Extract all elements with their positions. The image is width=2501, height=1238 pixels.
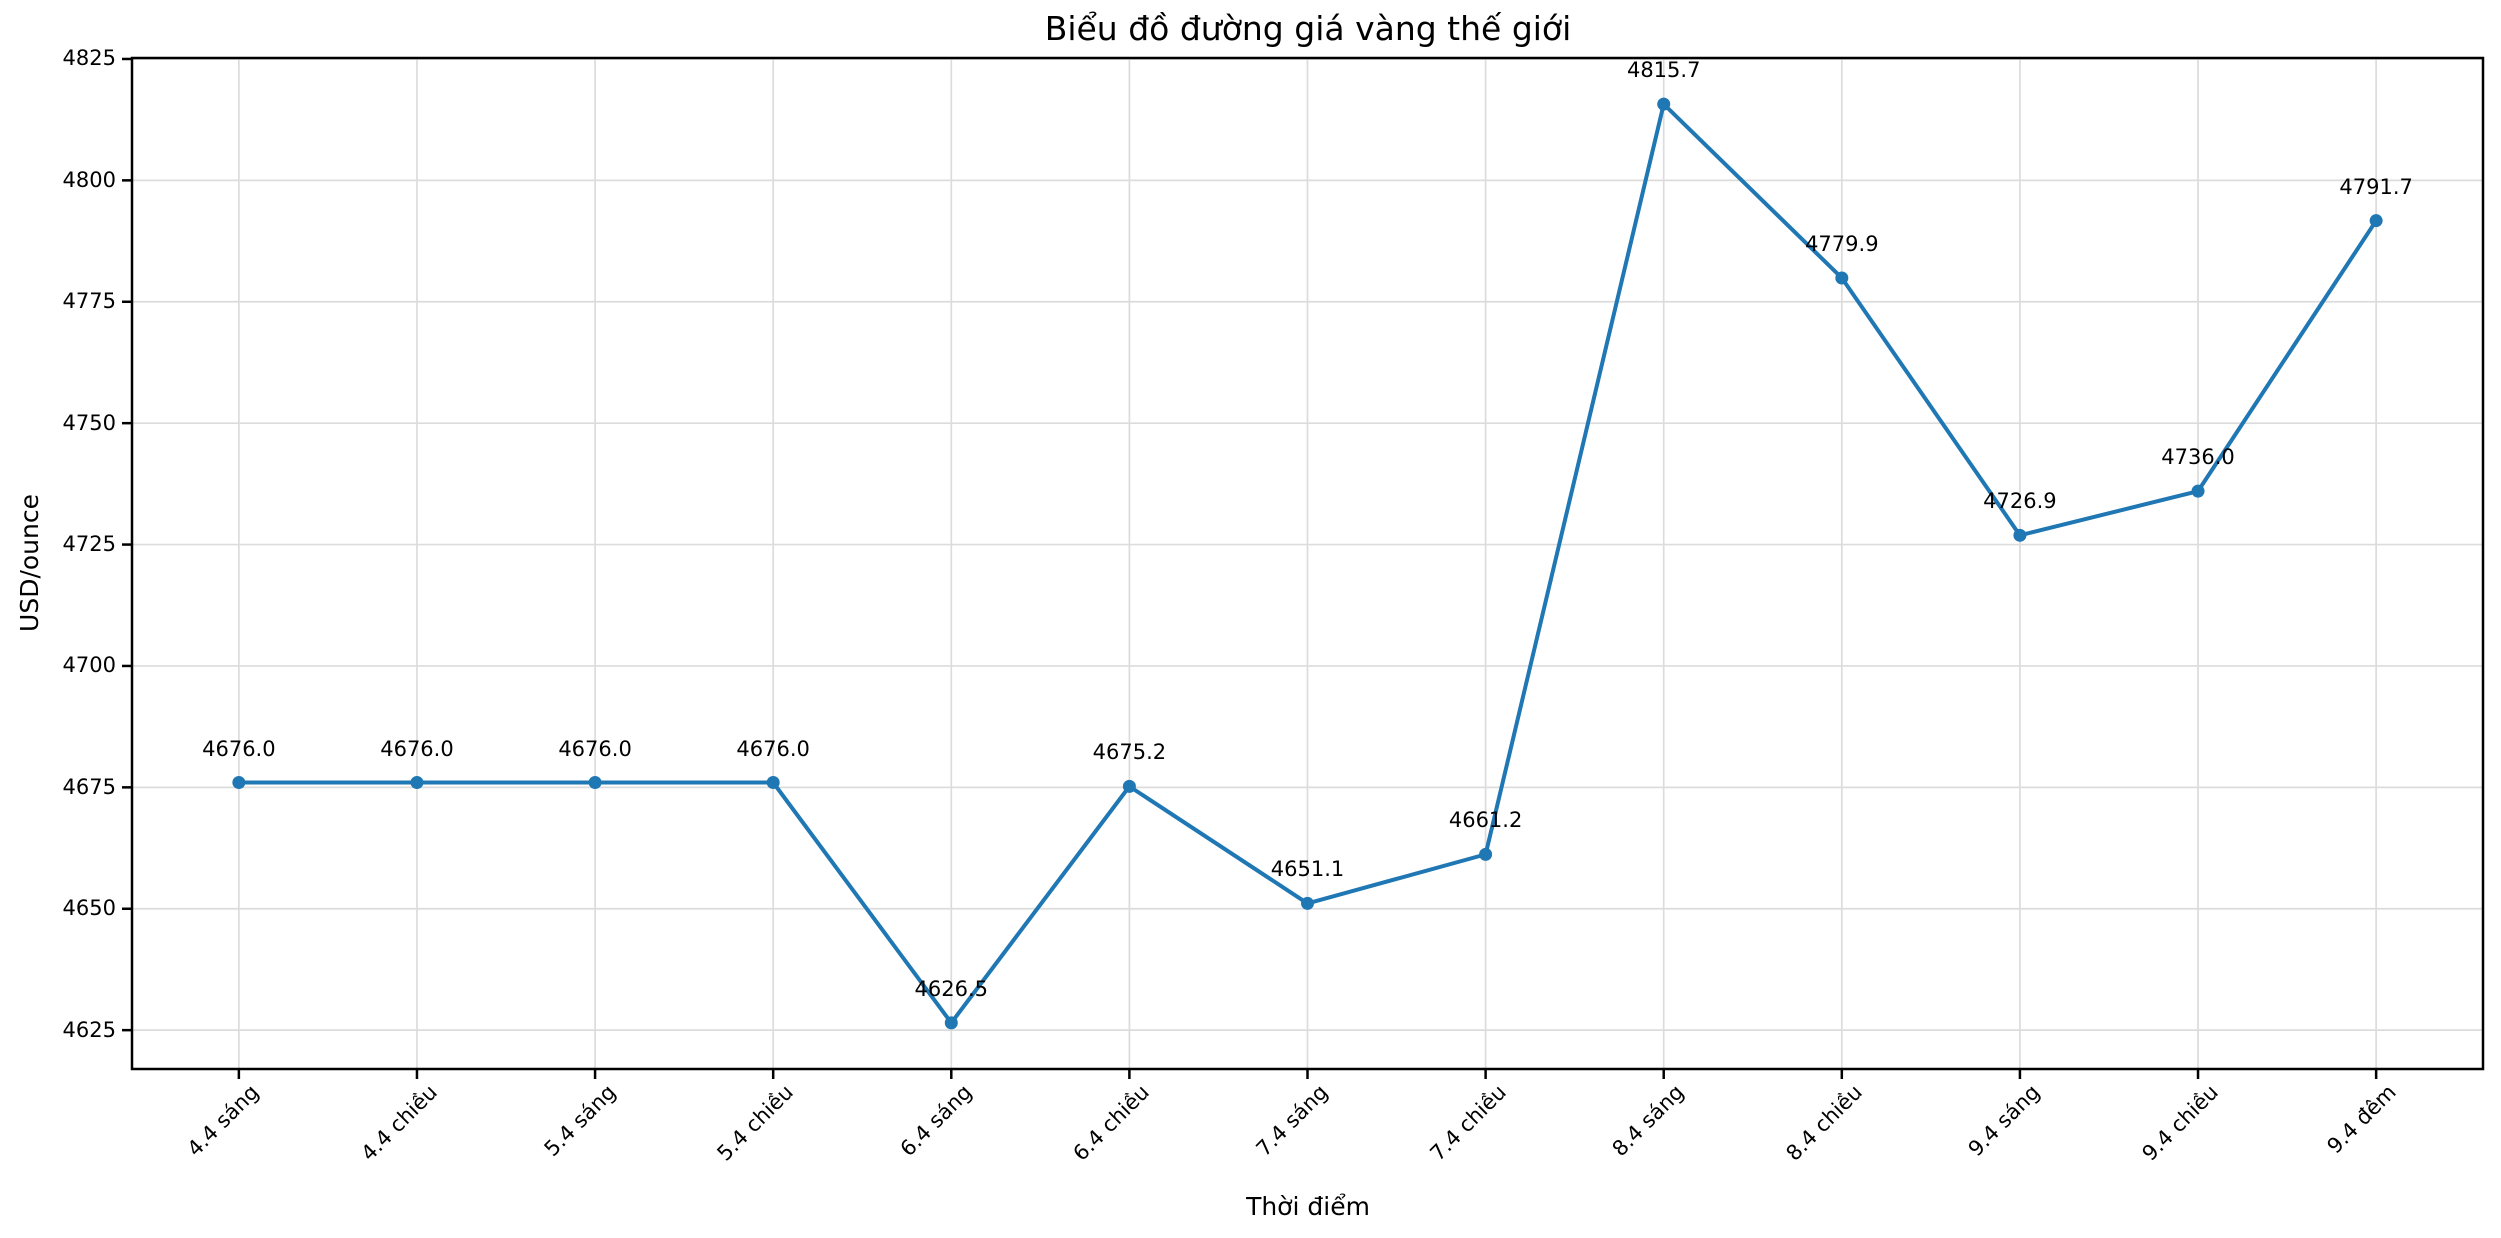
data-point-marker <box>2369 214 2383 228</box>
data-point-marker <box>2191 484 2205 498</box>
data-point-label: 4675.2 <box>1092 740 1167 765</box>
data-point-label: 4626.5 <box>914 976 989 1001</box>
data-point-marker <box>588 776 602 790</box>
data-point-marker <box>410 776 424 790</box>
data-point-label: 4676.0 <box>736 736 810 761</box>
y-tick-label: 4775 <box>62 289 116 314</box>
data-point-label: 4661.2 <box>1448 808 1523 833</box>
data-point-label: 4726.9 <box>1983 489 2057 514</box>
y-tick-label: 4625 <box>62 1017 116 1042</box>
y-tick-label: 4800 <box>62 167 116 192</box>
data-point-marker <box>1122 779 1136 793</box>
data-point-marker <box>1301 896 1314 910</box>
data-point-label: 4651.1 <box>1270 857 1345 882</box>
data-point-label: 4815.7 <box>1626 58 1701 83</box>
y-tick-label: 4675 <box>62 774 116 799</box>
data-point-marker <box>1479 847 1493 861</box>
data-point-marker <box>1835 271 1849 285</box>
data-point-label: 4791.7 <box>2339 174 2413 199</box>
data-point-marker <box>1657 97 1671 111</box>
y-tick-label: 4750 <box>62 410 116 435</box>
chart-title: Biểu đồ đường giá vàng thế giới <box>1044 9 1572 48</box>
y-tick-label: 4725 <box>62 532 116 557</box>
data-point-label: 4676.0 <box>558 736 632 761</box>
y-tick-label: 4825 <box>62 46 116 71</box>
data-point-label: 4676.0 <box>380 736 454 761</box>
y-axis-label: USD/ounce <box>15 494 44 632</box>
x-axis-label: Thời điểm <box>1246 1192 1370 1221</box>
data-point-marker <box>944 1016 958 1030</box>
data-point-marker <box>766 776 780 790</box>
data-point-marker <box>232 776 246 790</box>
data-point-label: 4676.0 <box>202 736 276 761</box>
y-tick-label: 4650 <box>62 896 116 921</box>
y-tick-label: 4700 <box>62 653 116 678</box>
data-point-label: 4779.9 <box>1805 231 1879 256</box>
data-point-marker <box>2013 528 2027 542</box>
data-point-label: 4736.0 <box>2161 445 2235 470</box>
